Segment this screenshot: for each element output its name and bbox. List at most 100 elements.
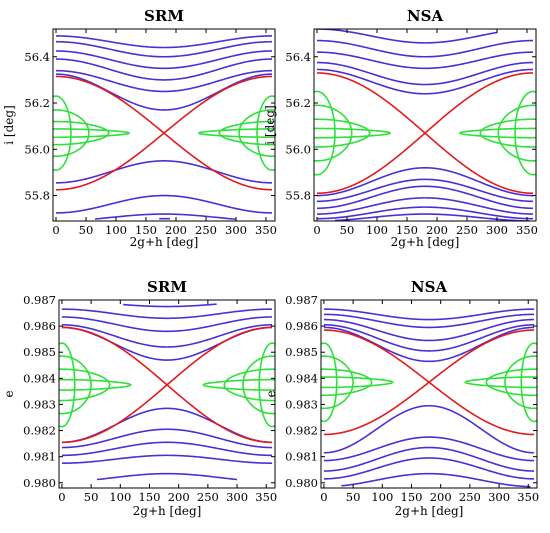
y-tick-label: 0.987 — [23, 293, 56, 307]
y-tick-label: 0.983 — [23, 397, 56, 411]
librating-curve-right-3 — [218, 120, 275, 146]
y-axis-label: e — [264, 390, 278, 397]
axis-ticks: 0 50 100 150 200 250 300 350 0.980 0.981 0.982 0.98… — [23, 293, 277, 504]
y-tick-label: 56.0 — [285, 142, 311, 156]
circulating-curve-lower-1 — [316, 178, 534, 203]
circulating-curve-lower-1 — [323, 436, 535, 462]
x-tick-label: 200 — [168, 490, 190, 504]
y-tick-label: 0.980 — [23, 476, 56, 490]
panel-srm-eccentricity: SRM 0 50 100 150 200 250 300 350 0.980 0.981 0.982… — [2, 278, 277, 518]
plot-curves — [321, 308, 537, 488]
y-tick-label: 0.985 — [23, 345, 56, 359]
y-tick-label: 56.0 — [24, 142, 50, 156]
circulating-curve-lower-3 — [61, 454, 273, 464]
x-tick-label: 250 — [195, 223, 217, 237]
circulating-curve-upper-5 — [55, 73, 273, 111]
plot-curves — [314, 29, 536, 221]
axis-ticks: 0 50 100 150 200 250 300 350 0.980 0.981 0.982 0.98… — [285, 293, 539, 504]
circulating-curve-lower-0 — [323, 404, 535, 454]
librating-curve-left-4 — [321, 376, 394, 389]
librating-curve-left-4 — [53, 128, 130, 139]
librating-curve-right-3 — [485, 368, 537, 397]
librating-curve-right-2 — [497, 104, 536, 162]
circulating-curve-lower-5 — [334, 213, 530, 221]
x-tick-label: 50 — [84, 490, 99, 504]
x-tick-label: 300 — [225, 223, 247, 237]
y-tick-label: 56.4 — [24, 50, 50, 64]
circulating-curve-upper-2 — [61, 316, 273, 333]
x-tick-label: 350 — [255, 490, 277, 504]
circulating-curve-upper-3 — [55, 58, 273, 81]
librating-curve-left-3 — [321, 368, 373, 397]
circulating-curve-upper-1 — [61, 308, 273, 320]
circulating-curve-lower-4 — [96, 472, 238, 481]
x-tick-label: 0 — [58, 490, 65, 504]
circulating-curve-lower-4 — [341, 472, 531, 488]
panel-title: SRM — [147, 278, 187, 296]
x-tick-label: 200 — [430, 490, 452, 504]
circulating-curve-upper-0 — [323, 308, 535, 321]
x-tick-label: 200 — [165, 223, 187, 237]
librating-curve-right-3 — [479, 118, 536, 148]
librating-curve-left-4 — [314, 127, 391, 139]
y-axis-label: i [deg] — [2, 105, 16, 144]
librating-curve-left-1 — [314, 90, 336, 176]
circulating-curve-lower-1 — [61, 428, 273, 449]
y-tick-label: 0.986 — [23, 319, 56, 333]
circulating-curve-lower-2 — [316, 185, 534, 210]
x-tick-label: 250 — [456, 223, 478, 237]
x-tick-label: 300 — [486, 223, 508, 237]
librating-curve-left-2 — [59, 355, 92, 415]
circulating-curve-upper-4 — [323, 326, 535, 363]
circulating-curve-lower-4 — [316, 206, 534, 220]
y-tick-label: 0.984 — [23, 371, 56, 385]
axis-ticks: 0 50 100 150 200 250 300 350 55.8 56.0 56.2 56.4 — [285, 29, 538, 237]
x-tick-label: 0 — [320, 490, 327, 504]
circulating-curve-upper-4 — [56, 69, 272, 93]
x-axis-label: 2g+h [deg] — [391, 235, 460, 249]
x-tick-label: 350 — [255, 223, 277, 237]
plot-curves — [53, 35, 275, 221]
y-tick-label: 0.985 — [285, 345, 318, 359]
y-tick-label: 0.981 — [285, 450, 318, 464]
y-tick-label: 0.982 — [23, 424, 56, 438]
circulating-curve-lower-2 — [61, 441, 273, 457]
plot-frame — [320, 299, 538, 489]
librating-curve-left-2 — [53, 109, 90, 158]
librating-curve-right-4 — [198, 128, 275, 139]
separatrix-curve-lower — [316, 72, 534, 195]
separatrix-curve-lower — [323, 329, 535, 436]
librating-curve-left-2 — [314, 104, 353, 162]
circulating-curve-upper-1 — [317, 39, 533, 58]
separatrix-curve-lower — [61, 326, 273, 444]
circulating-curve-upper-3 — [323, 324, 535, 352]
y-tick-label: 0.980 — [285, 476, 318, 490]
y-tick-label: 0.987 — [285, 293, 318, 307]
librating-curve-right-1 — [258, 342, 275, 428]
separatrix-curve-lower — [55, 75, 273, 191]
y-tick-label: 55.8 — [285, 189, 311, 203]
panel-title: SRM — [144, 7, 184, 25]
x-tick-label: 100 — [366, 223, 388, 237]
x-axis-label: 2g+h [deg] — [395, 504, 464, 518]
circulating-curve-lower-0 — [61, 407, 273, 444]
x-tick-label: 250 — [197, 490, 219, 504]
circulating-curve-lower-2 — [94, 213, 236, 221]
plot-frame — [313, 28, 537, 222]
x-tick-label: 50 — [346, 490, 361, 504]
x-tick-label: 350 — [517, 490, 539, 504]
circulating-curve-upper-0 — [123, 303, 217, 308]
librating-curve-left-1 — [321, 342, 338, 423]
circulating-curve-upper-4 — [316, 68, 534, 95]
circulating-curve-upper-3 — [316, 61, 534, 86]
circulating-curve-upper-1 — [323, 313, 535, 329]
circulating-curve-lower-1 — [56, 194, 272, 214]
circulating-curve-lower-3 — [317, 197, 533, 215]
panel-title: NSA — [411, 278, 448, 296]
x-tick-label: 150 — [401, 490, 423, 504]
librating-curve-right-3 — [223, 368, 275, 402]
x-tick-label: 350 — [516, 223, 538, 237]
circulating-curve-lower-3 — [323, 457, 535, 480]
librating-curve-left-1 — [59, 342, 76, 428]
x-tick-label: 250 — [459, 490, 481, 504]
